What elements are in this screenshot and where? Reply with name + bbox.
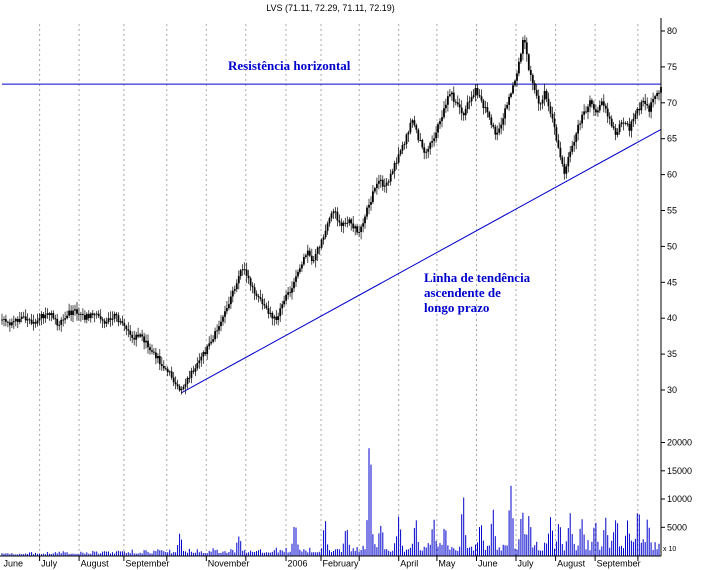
price-tick-label: 45 (667, 277, 677, 287)
price-tick-label: 70 (667, 98, 677, 108)
trendline-annotation: Linha de tendência ascendente de longo p… (424, 270, 530, 315)
price-tick-label: 30 (667, 385, 677, 395)
month-tick-label: July (518, 559, 535, 569)
trendline-annotation-line2: ascendente de (424, 285, 501, 300)
trendline-annotation-line1: Linha de tendência (424, 270, 531, 285)
month-tick-label: 2006 (288, 559, 308, 569)
price-tick-label: 55 (667, 206, 677, 216)
trend-line (180, 128, 662, 394)
price-tick-label: 80 (667, 26, 677, 36)
price-tick-label: 40 (667, 313, 677, 323)
price-tick-label: 50 (667, 241, 677, 251)
trendline-annotation-line3: longo prazo (424, 300, 490, 315)
month-tick-label: July (41, 559, 58, 569)
price-tick-label: 60 (667, 170, 677, 180)
price-tick-label: 35 (667, 349, 677, 359)
month-tick-label: April (400, 559, 418, 569)
price-tick-label: 75 (667, 62, 677, 72)
volume-tick-label: 10000 (667, 494, 692, 504)
month-tick-label: June (478, 559, 498, 569)
month-tick-label: August (557, 559, 586, 569)
month-tick-label: September (125, 559, 169, 569)
month-tick-label: September (597, 559, 641, 569)
resistance-annotation: Resistência horizontal (228, 58, 351, 73)
chart-title: LVS (71.11, 72.29, 71.11, 72.19) (266, 3, 395, 13)
month-tick-label: February (323, 559, 360, 569)
month-tick-label: August (81, 559, 110, 569)
volume-tick-label: 15000 (667, 466, 692, 476)
month-tick-label: November (208, 559, 250, 569)
volume-bars (1, 448, 662, 556)
month-tick-label: June (4, 559, 24, 569)
volume-tick-label: 5000 (667, 522, 687, 532)
candle-bodies (1, 40, 662, 391)
volume-multiplier-label: x 10 (663, 546, 676, 553)
month-tick-label: May (438, 559, 456, 569)
volume-tick-label: 20000 (667, 438, 692, 448)
price-tick-label: 65 (667, 134, 677, 144)
